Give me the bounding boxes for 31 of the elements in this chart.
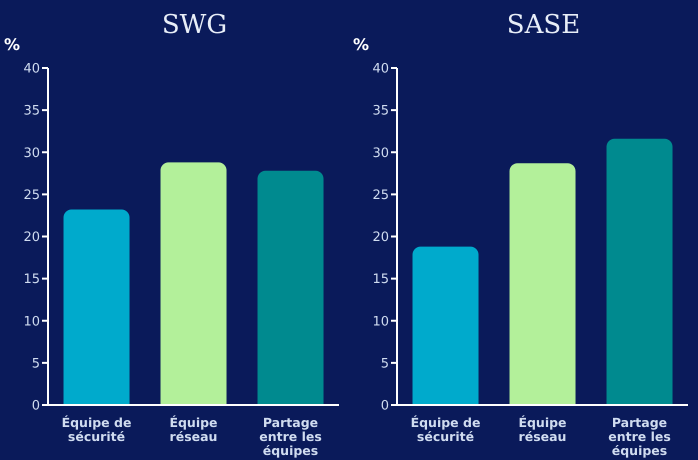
x-tick-label: Équipe réseau <box>169 415 218 444</box>
y-tick-label: 25 <box>23 188 40 203</box>
y-tick-label: 35 <box>23 104 40 119</box>
y-tick-label: 10 <box>372 314 389 330</box>
x-tick-label: Équipe de sécurité <box>410 415 480 444</box>
y-tick-label: 35 <box>372 104 389 119</box>
y-tick-label: 40 <box>23 62 40 77</box>
y-tick-label: 0 <box>380 398 389 414</box>
chart-title: SWG <box>160 10 228 40</box>
chart-title: SASE <box>506 10 582 40</box>
y-tick-label: 0 <box>32 398 40 414</box>
y-tick-label: 40 <box>372 62 389 77</box>
y-tick-label: 25 <box>372 188 389 203</box>
bar <box>412 246 479 405</box>
y-axis-title: % <box>352 35 370 54</box>
y-tick-label: 10 <box>23 314 40 330</box>
y-axis-title: % <box>4 35 20 54</box>
x-tick-label: Équipe de sécurité <box>62 415 132 444</box>
y-tick-label: 20 <box>372 230 389 246</box>
y-tick-label: 5 <box>32 356 40 372</box>
bar <box>606 138 673 405</box>
x-tick-label: Partage entre les équipes <box>608 415 671 458</box>
y-tick-label: 30 <box>23 146 40 161</box>
x-tick-label: Partage entre les équipes <box>259 415 322 458</box>
y-tick-label: 20 <box>23 230 40 246</box>
y-tick-label: 15 <box>23 272 40 288</box>
y-tick-label: 5 <box>380 356 389 372</box>
y-tick-label: 15 <box>372 272 389 288</box>
x-tick-label: Équipe réseau <box>518 415 567 444</box>
y-tick-label: 30 <box>372 146 389 161</box>
bar <box>510 163 576 405</box>
